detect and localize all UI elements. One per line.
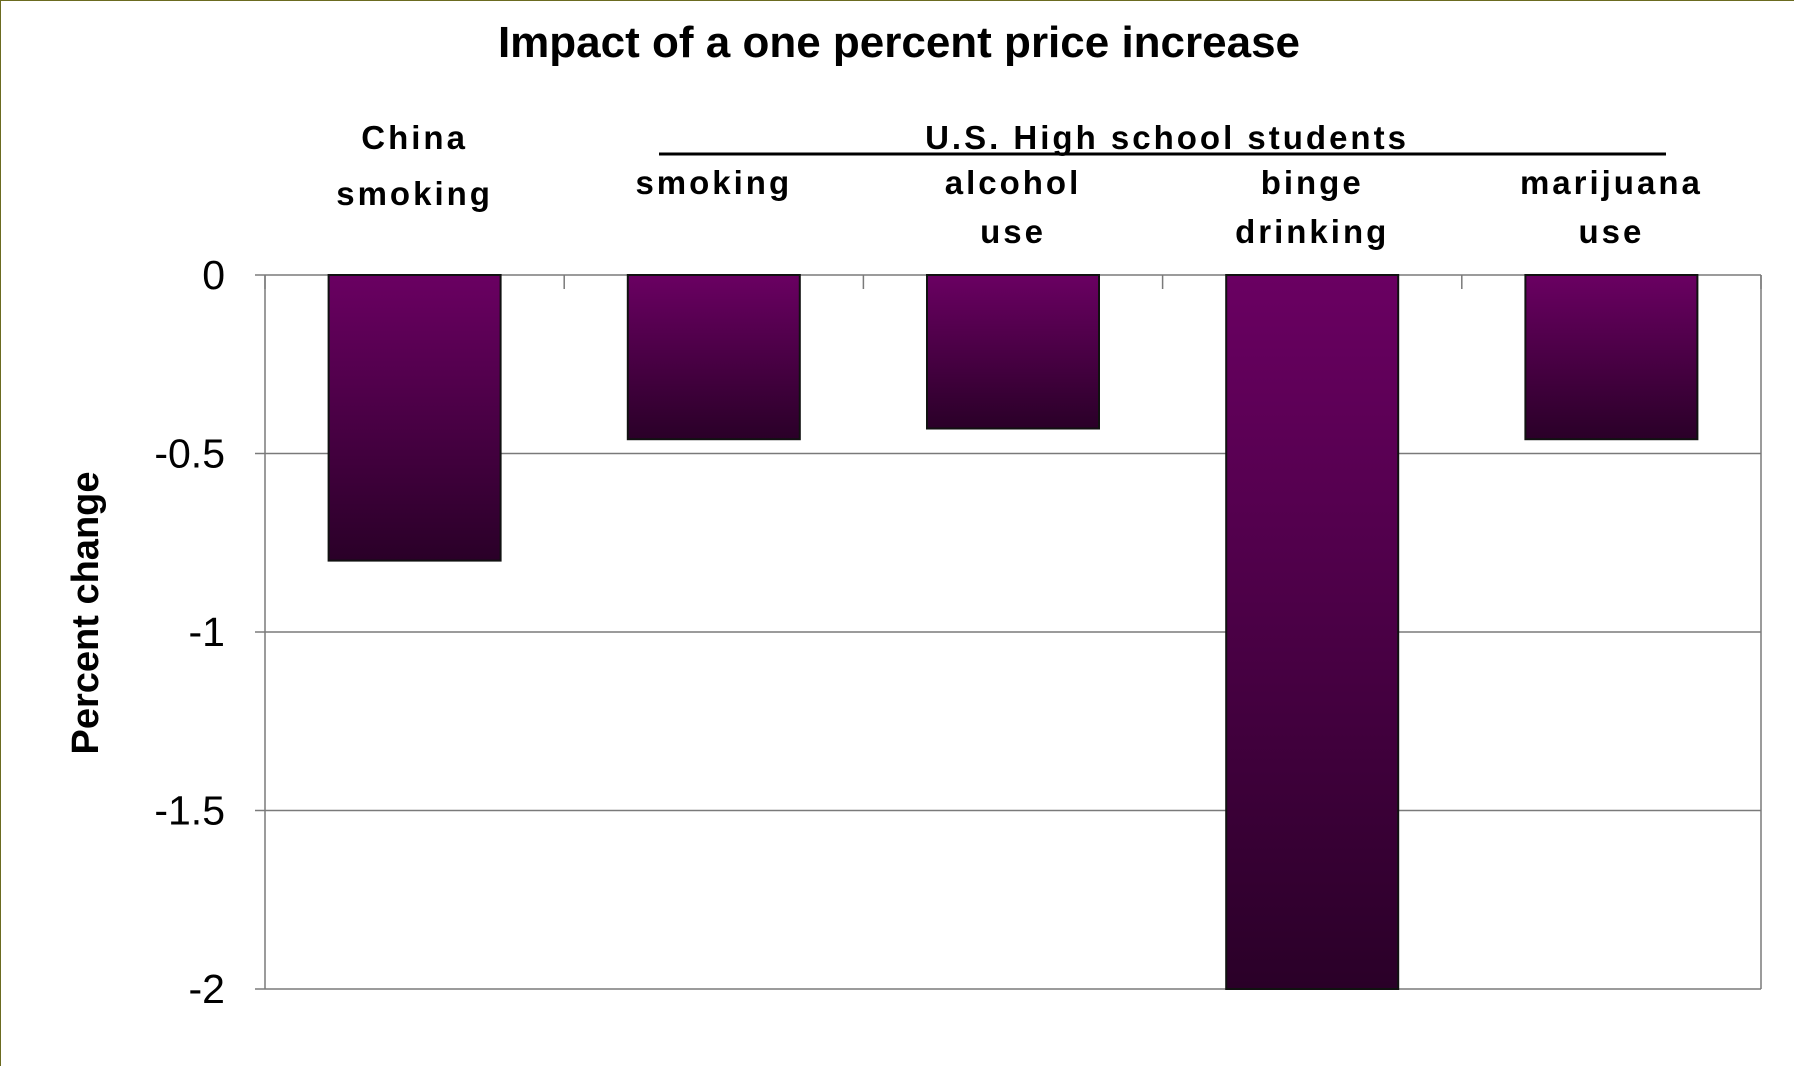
chart-title: Impact of a one percent price increase bbox=[498, 18, 1300, 67]
category-label: alcohol bbox=[945, 164, 1082, 201]
y-axis-label: Percent change bbox=[65, 472, 107, 755]
category-label: China bbox=[361, 119, 468, 156]
bars bbox=[327, 274, 1699, 990]
category-label: binge bbox=[1261, 164, 1364, 201]
y-axis-ticks: 0 -0.5 -1 -1.5 -2 bbox=[154, 252, 225, 1012]
y-tick-label: -1 bbox=[189, 609, 225, 655]
bar bbox=[327, 274, 502, 562]
bar bbox=[926, 274, 1100, 430]
category-label: marijuana bbox=[1520, 164, 1703, 201]
y-tick-label: -2 bbox=[189, 966, 225, 1012]
gridlines bbox=[265, 452, 1761, 990]
bar bbox=[1225, 274, 1400, 990]
y-tick-label: -0.5 bbox=[154, 431, 225, 477]
bar bbox=[1524, 274, 1699, 441]
bar bbox=[626, 274, 801, 441]
category-labels: China smoking smoking alcohol use binge drinki… bbox=[336, 119, 1703, 250]
category-label: smoking bbox=[635, 164, 792, 201]
group-label: U.S. High school students bbox=[925, 119, 1409, 156]
category-label: use bbox=[980, 213, 1046, 250]
category-label: drinking bbox=[1235, 213, 1389, 250]
y-tick-label: -1.5 bbox=[154, 788, 225, 834]
y-tick-label: 0 bbox=[202, 252, 225, 298]
category-label: use bbox=[1578, 213, 1644, 250]
category-label: smoking bbox=[336, 175, 493, 212]
